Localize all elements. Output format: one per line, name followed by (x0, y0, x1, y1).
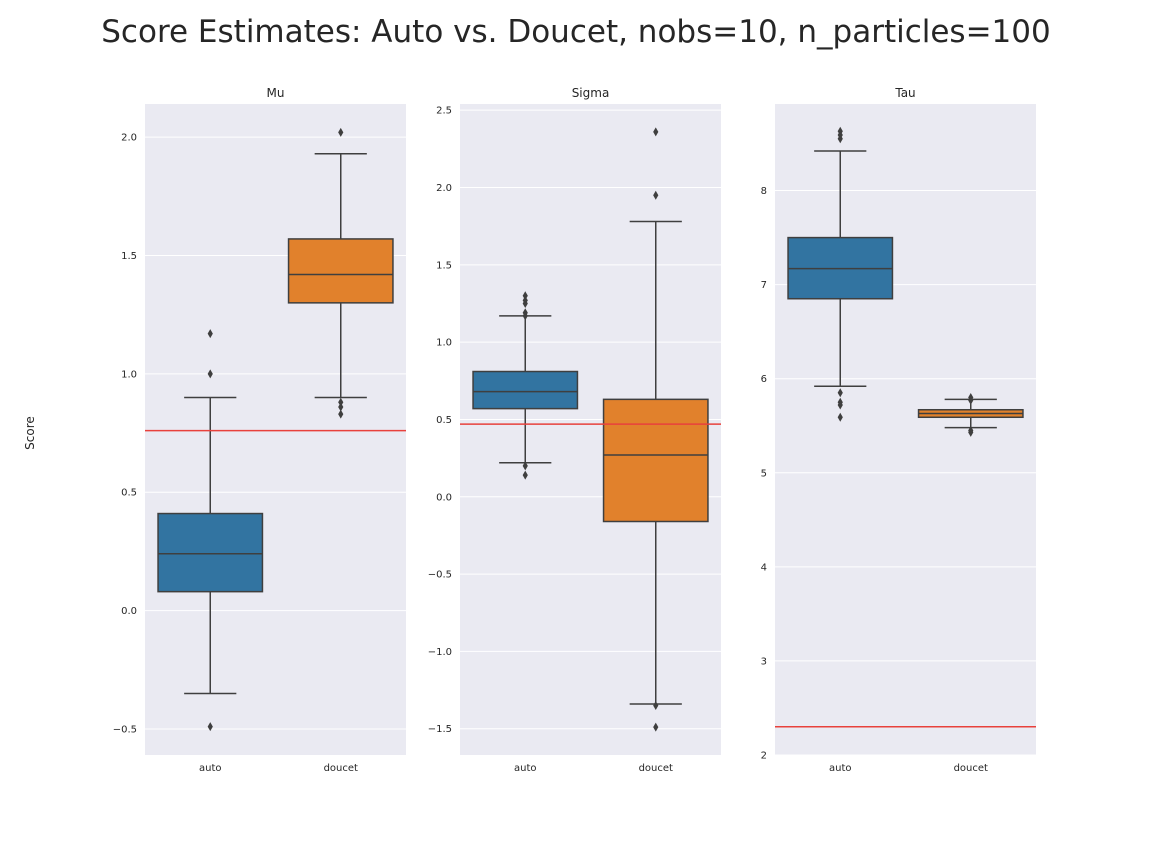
y-tick-label: 5 (761, 468, 767, 479)
x-tick-label: doucet (324, 763, 358, 774)
y-tick-label: −0.5 (428, 570, 452, 581)
iqr-box (472, 370, 579, 410)
plot-area (145, 104, 406, 755)
outlier-point (653, 701, 659, 711)
outlier-point (653, 190, 659, 200)
y-tick-label: 6 (761, 374, 767, 385)
subplot-title: Mu (267, 86, 285, 100)
plot-area (775, 104, 1036, 755)
y-axis-label: Score (23, 416, 37, 450)
subplot-title: Sigma (572, 86, 610, 100)
y-tick-label: 1.0 (121, 369, 137, 380)
boxplot-auto (787, 126, 894, 422)
y-tick-label: 8 (761, 186, 767, 197)
outlier-point (207, 329, 213, 339)
x-tick-label: auto (199, 763, 222, 774)
y-tick-label: 1.5 (121, 251, 137, 262)
outlier-point (338, 127, 344, 137)
outlier-point (522, 461, 528, 471)
outlier-point (338, 402, 344, 412)
y-tick-label: 2.0 (436, 183, 452, 194)
subplot-mu: −0.5 0.0 0.5 1.0 1.5 2.0 auto doucet Mu (113, 86, 406, 774)
y-tick-label: 0.5 (436, 415, 452, 426)
iqr-box (287, 238, 394, 304)
figure-title: Score Estimates: Auto vs. Doucet, nobs=1… (101, 14, 1050, 50)
outlier-point (522, 470, 528, 480)
iqr-box (602, 398, 709, 523)
x-tick-label: auto (829, 763, 852, 774)
boxplot-auto (157, 329, 264, 732)
x-tick-label: doucet (954, 763, 988, 774)
x-tick-label: doucet (639, 763, 673, 774)
outlier-point (522, 291, 528, 301)
y-tick-label: 1.5 (436, 260, 452, 271)
subplot-sigma: −1.5 −1.0 −0.5 0.0 0.5 1.0 1.5 2.0 2.5 auto doucet… (428, 86, 721, 774)
outlier-point (837, 388, 843, 398)
y-tick-label: 7 (761, 280, 767, 291)
outlier-point (653, 127, 659, 137)
y-tick-label: 2.5 (436, 106, 452, 117)
boxplot-doucet (287, 127, 394, 419)
subplot-title: Tau (894, 86, 915, 100)
outlier-point (522, 298, 528, 308)
boxplot-doucet (602, 127, 709, 732)
boxplot-auto (472, 291, 579, 480)
outlier-point (968, 427, 974, 437)
outlier-point (837, 412, 843, 422)
outlier-point (338, 409, 344, 419)
y-tick-label: 1.0 (436, 338, 452, 349)
y-tick-label: −0.5 (113, 724, 137, 735)
outlier-point (338, 397, 344, 407)
y-tick-label: 2 (761, 751, 767, 762)
y-tick-label: 0.0 (121, 606, 137, 617)
x-tick-label: auto (514, 763, 537, 774)
y-tick-label: 0.5 (121, 488, 137, 499)
boxplot-doucet (917, 393, 1024, 437)
outlier-point (968, 395, 974, 405)
y-tick-label: 3 (761, 656, 767, 667)
outlier-point (837, 134, 843, 144)
y-tick-label: 4 (761, 562, 767, 573)
outlier-point (837, 400, 843, 410)
y-tick-label: 0.0 (436, 492, 452, 503)
outlier-point (653, 722, 659, 732)
outlier-point (207, 722, 213, 732)
y-tick-label: 2.0 (121, 133, 137, 144)
y-tick-label: −1.0 (428, 647, 452, 658)
subplot-tau: 2 3 4 5 6 7 8 auto doucet Tau (761, 86, 1036, 774)
outlier-point (522, 311, 528, 321)
y-tick-label: −1.5 (428, 724, 452, 735)
outlier-point (207, 369, 213, 379)
iqr-box (157, 512, 264, 593)
